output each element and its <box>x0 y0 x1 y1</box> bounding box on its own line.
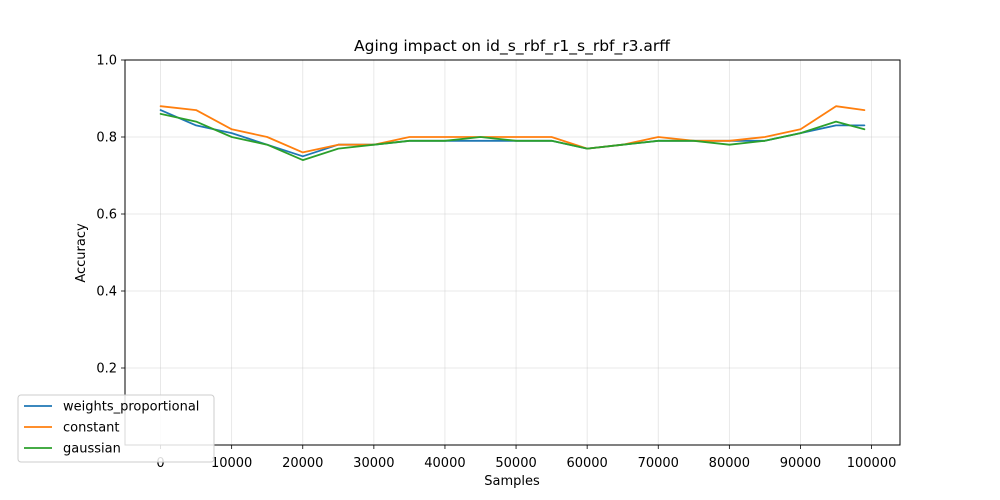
y-tick-label: 0.8 <box>96 131 117 146</box>
y-tick-label: 0.4 <box>96 285 117 300</box>
y-tick-label: 1.0 <box>96 54 117 69</box>
grid <box>125 59 900 445</box>
y-tick-label: 0.6 <box>96 208 117 223</box>
x-tick-label: 100000 <box>847 456 897 471</box>
x-tick-label: 70000 <box>638 456 679 471</box>
x-tick-label: 50000 <box>495 456 536 471</box>
x-axis-ticks: 0 10000 20000 30000 40000 50000 60000 70000 8000… <box>156 445 896 471</box>
x-tick-label: 90000 <box>780 456 821 471</box>
x-axis-label: Samples <box>484 474 540 489</box>
legend-label: gaussian <box>63 442 121 457</box>
x-tick-label: 60000 <box>566 456 607 471</box>
x-tick-label: 10000 <box>211 456 252 471</box>
x-tick-label: 0 <box>156 456 164 471</box>
y-axis-ticks: 0.2 0.4 0.6 0.8 1.0 <box>96 54 125 377</box>
legend-box <box>17 394 215 463</box>
legend-label: constant <box>63 421 120 436</box>
x-tick-label: 30000 <box>353 456 394 471</box>
series-lines <box>159 105 866 162</box>
x-tick-label: 40000 <box>424 456 465 471</box>
series-line-weights-proportional <box>159 109 866 158</box>
y-axis-label: Accuracy <box>74 223 89 283</box>
x-tick-label: 20000 <box>282 456 323 471</box>
series-line-gaussian <box>159 113 866 162</box>
legend: weights_proportional constant gaussian <box>17 394 215 463</box>
y-tick-label: 0.2 <box>96 362 117 377</box>
plot-frame <box>124 59 901 446</box>
chart-title: Aging impact on id_s_rbf_r1_s_rbf_r3.arf… <box>354 37 670 56</box>
x-tick-label: 80000 <box>709 456 750 471</box>
legend-label: weights_proportional <box>63 400 199 415</box>
series-line-constant <box>159 105 866 154</box>
